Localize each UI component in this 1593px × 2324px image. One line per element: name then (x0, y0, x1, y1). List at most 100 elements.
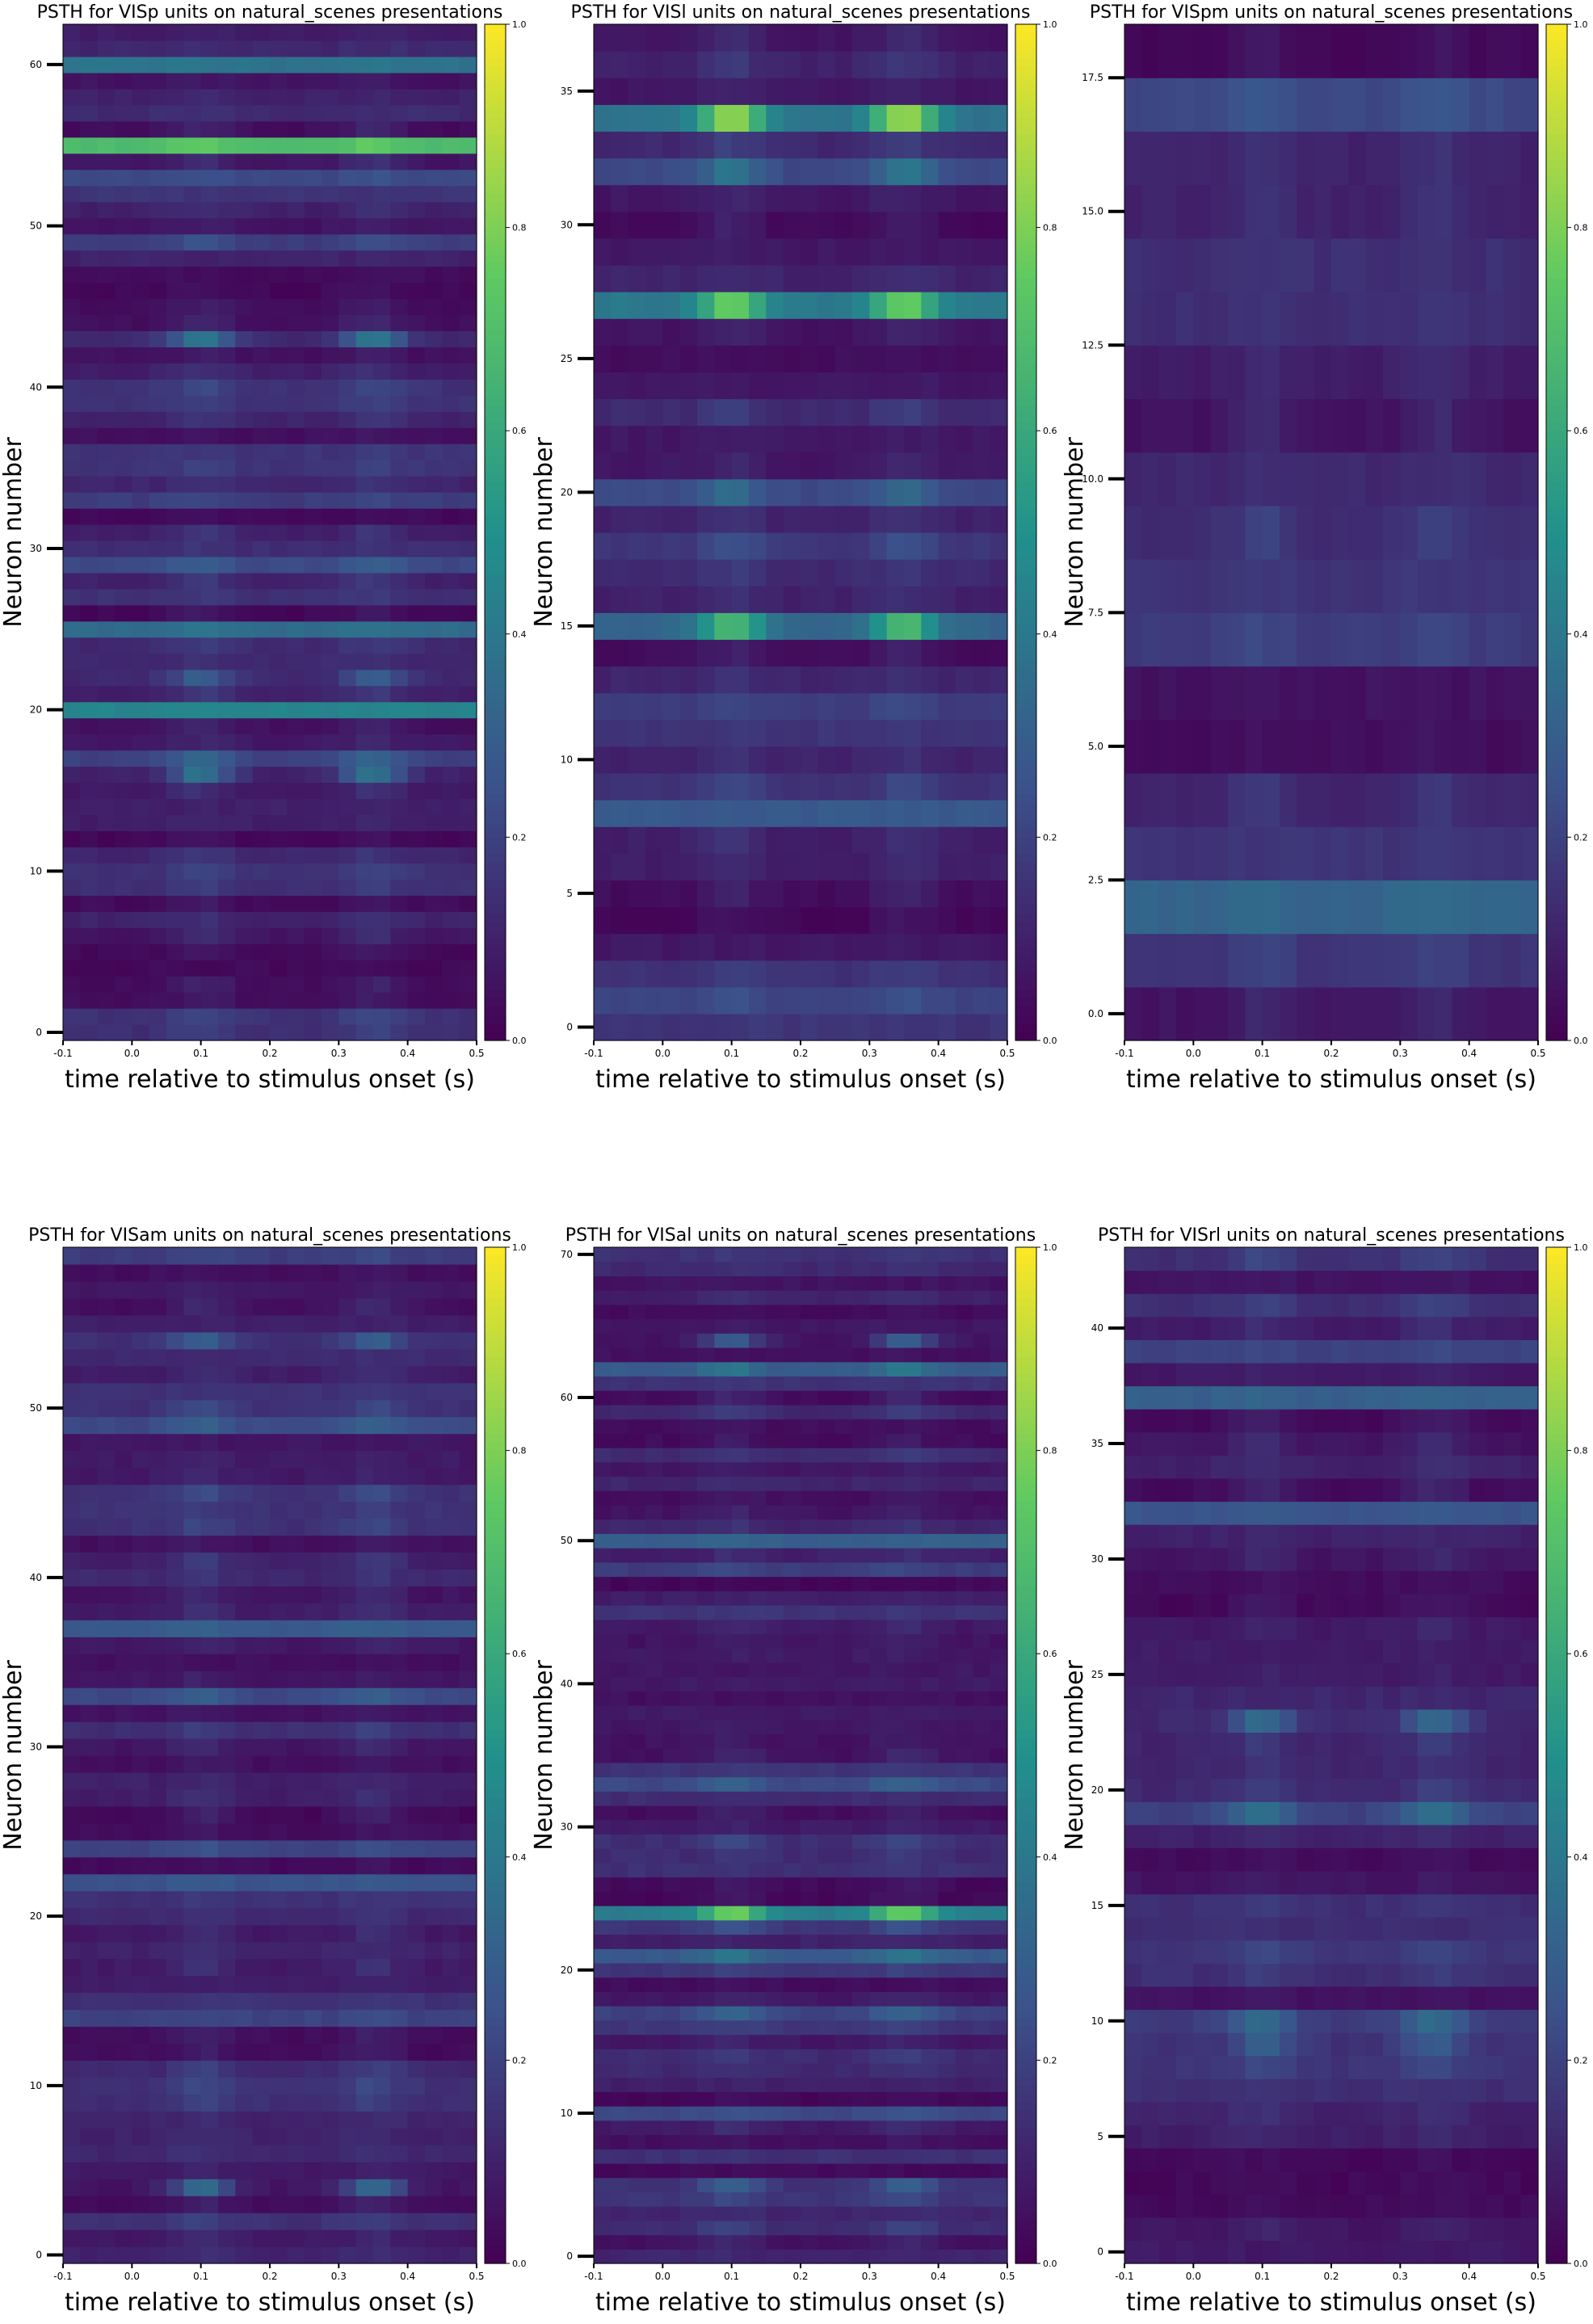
heatmap-cell-unit-3 (287, 2196, 305, 2213)
heatmap-cell-unit-27 (442, 588, 460, 606)
colorbar-swatch (485, 1984, 506, 1994)
heatmap-cell-unit-38 (218, 1603, 236, 1620)
heatmap-cell-unit-12 (818, 692, 836, 721)
heatmap-cell-unit-31 (956, 184, 973, 212)
heatmap-cell-unit-53 (407, 1348, 426, 1367)
heatmap-cell-unit-17 (1331, 78, 1349, 132)
colorbar-swatch (1546, 117, 1567, 127)
heatmap-cell-unit-7 (115, 911, 132, 928)
heatmap-cell-unit-0 (1245, 986, 1263, 1041)
heatmap-cell-unit-19 (252, 1924, 271, 1943)
colorbar-swatch (1015, 219, 1036, 229)
heatmap-cell-unit-5 (1452, 719, 1470, 774)
heatmap-cell-unit-27 (749, 292, 767, 319)
heatmap-cell-unit-48 (304, 250, 322, 267)
heatmap-cell-unit-5 (252, 2162, 271, 2179)
heatmap-cell-unit-5 (662, 880, 681, 908)
heatmap-cell-unit-47 (132, 266, 150, 284)
heatmap-cell-unit-45 (200, 298, 219, 316)
heatmap-cell-unit-15 (1452, 184, 1470, 239)
heatmap-cell-unit-16 (304, 1975, 322, 1994)
heatmap-cell-unit-16 (80, 1975, 99, 1994)
heatmap-cell-unit-44 (390, 314, 409, 331)
heatmap-cell-unit-62 (97, 24, 116, 41)
heatmap-cell-unit-13 (1297, 292, 1315, 346)
heatmap-cell-unit-4 (355, 960, 374, 977)
heatmap-cell-unit-27 (338, 588, 357, 606)
heatmap-cell-unit-31 (801, 184, 818, 212)
heatmap-cell-unit-3 (1348, 826, 1367, 880)
colorbar-swatch (1546, 1032, 1567, 1041)
heatmap-cell-unit-36 (852, 51, 870, 78)
heatmap-cell-unit-33 (97, 1687, 116, 1705)
heatmap-cell-unit-4 (1176, 772, 1194, 827)
heatmap-cell-unit-51 (373, 201, 391, 219)
heatmap-cell-unit-39 (149, 395, 167, 412)
heatmap-cell-unit-11 (132, 2060, 150, 2078)
heatmap-cell-unit-23 (628, 398, 646, 427)
heatmap-cell-unit-22 (132, 1873, 150, 1892)
heatmap-cell-unit-7 (1158, 612, 1177, 667)
heatmap-cell-unit-4 (766, 906, 784, 935)
heatmap-cell-unit-36 (921, 51, 939, 78)
colorbar-swatch (1546, 828, 1567, 838)
heatmap-cell-unit-2 (218, 992, 236, 1009)
heatmap-cell-unit-11 (869, 719, 888, 747)
heatmap-cell-unit-29 (322, 1755, 339, 1773)
heatmap-cell-unit-17 (679, 559, 698, 586)
heatmap-cell-unit-7 (990, 826, 1008, 854)
heatmap-cell-unit-18 (956, 532, 973, 560)
heatmap-cell-unit-4 (218, 2179, 236, 2196)
heatmap-cell-unit-36 (355, 1637, 374, 1654)
heatmap-cell-unit-14 (235, 2009, 254, 2028)
heatmap-cell-unit-25 (662, 345, 681, 372)
heatmap-cell-unit-3 (766, 933, 784, 961)
colorbar-swatch (485, 354, 506, 364)
heatmap-cell-unit-17 (115, 750, 132, 767)
heatmap-cell-unit-9 (355, 879, 374, 896)
colorbar-swatch (485, 803, 506, 813)
heatmap-cell-unit-11 (886, 719, 905, 747)
heatmap-cell-unit-47 (442, 1450, 460, 1469)
heatmap-cell-unit-11 (1210, 398, 1229, 453)
colorbar-swatch (485, 1662, 506, 1671)
colorbar-swatch (1015, 811, 1036, 822)
heatmap-cell-unit-26 (304, 1805, 322, 1824)
heatmap-cell-unit-8 (645, 800, 663, 827)
heatmap-cell-unit-58 (63, 88, 81, 106)
heatmap-cell-unit-26 (425, 604, 443, 622)
colorbar-swatch (485, 2026, 506, 2036)
heatmap-cell-unit-7 (218, 2128, 236, 2145)
heatmap-cell-unit-22 (252, 669, 271, 687)
y-axis-label: Neuron number (0, 1660, 27, 1851)
y-tick-label: 0 (36, 2250, 42, 2261)
heatmap-cell-unit-4 (990, 906, 1008, 935)
heatmap-cell-unit-54 (115, 1331, 132, 1350)
heatmap-cell-unit-12 (869, 692, 888, 721)
heatmap-cell-unit-42 (63, 347, 81, 364)
heatmap-cell-unit-32 (407, 1704, 426, 1722)
heatmap-cell-unit-31 (218, 524, 236, 541)
heatmap-cell-unit-41 (149, 1552, 167, 1570)
heatmap-cell-unit-45 (63, 298, 81, 316)
heatmap-cell-unit-24 (425, 637, 443, 654)
heatmap-cell-unit-26 (63, 1805, 81, 1824)
colorbar-swatch (485, 1746, 506, 1756)
heatmap-cell-unit-60 (459, 56, 477, 74)
heatmap-cell-unit-55 (390, 1314, 409, 1333)
heatmap-cell-unit-18 (973, 532, 991, 560)
heatmap-cell-unit-3 (1383, 826, 1401, 880)
heatmap-cell-unit-54 (338, 1331, 357, 1350)
colorbar-swatch (485, 1340, 506, 1350)
heatmap-cell-unit-44 (252, 1501, 271, 1519)
heatmap-cell-unit-25 (355, 620, 374, 638)
colorbar-swatch (485, 1314, 506, 1324)
heatmap-cell-unit-0 (80, 2246, 99, 2264)
heatmap-cell-unit-19 (834, 505, 853, 533)
colorbar-tick-label: 0.8 (1574, 223, 1588, 233)
heatmap-cell-unit-32 (218, 508, 236, 525)
heatmap-cell-unit-7 (1452, 612, 1470, 667)
heatmap-cell-unit-28 (973, 264, 991, 292)
heatmap-cell-unit-45 (132, 1484, 150, 1502)
heatmap-cell-unit-17 (1210, 78, 1229, 132)
